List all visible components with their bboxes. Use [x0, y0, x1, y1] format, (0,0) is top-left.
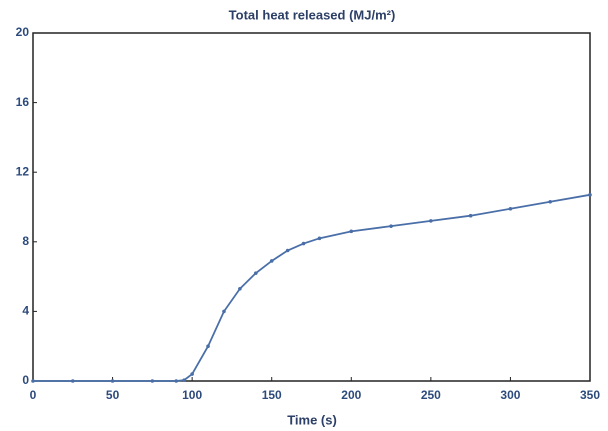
data-point — [206, 344, 210, 349]
data-point — [349, 229, 354, 234]
chart-title: Total heat released (MJ/m²) — [229, 7, 396, 22]
data-point — [389, 224, 393, 228]
y-tick-label: 8 — [22, 234, 29, 248]
data-line — [33, 193, 591, 382]
plot-frame — [32, 32, 591, 382]
data-point — [548, 199, 553, 204]
x-tick-label: 150 — [262, 388, 282, 402]
x-tick-label: 250 — [421, 388, 441, 402]
data-point — [317, 236, 322, 241]
data-point — [429, 219, 433, 223]
data-point — [174, 379, 179, 383]
data-point — [508, 206, 513, 211]
data-point — [285, 248, 290, 253]
data-point — [238, 286, 242, 291]
data-point — [269, 259, 274, 263]
x-tick-label: 100 — [182, 388, 202, 402]
x-tick-label: 350 — [580, 388, 600, 402]
y-tick-label: 16 — [16, 95, 30, 109]
x-tick-label: 200 — [341, 388, 361, 402]
data-point — [254, 271, 258, 275]
y-tick-label: 0 — [22, 373, 29, 387]
data-point — [190, 372, 194, 376]
data-point — [150, 379, 155, 383]
data-point — [110, 379, 115, 383]
y-tick-label: 4 — [22, 304, 29, 318]
data-point — [70, 379, 75, 383]
x-axis-label: Time (s) — [287, 412, 337, 427]
x-tick-label: 300 — [500, 388, 520, 402]
data-point — [468, 213, 473, 218]
data-point — [182, 378, 186, 382]
y-tick-label: 20 — [16, 25, 30, 39]
data-point — [301, 241, 306, 246]
x-tick-label: 0 — [30, 388, 37, 402]
x-tick-label: 50 — [106, 388, 120, 402]
data-point — [222, 309, 226, 314]
data-point — [588, 193, 592, 197]
y-tick-label: 12 — [16, 164, 30, 178]
data-point — [31, 379, 35, 383]
